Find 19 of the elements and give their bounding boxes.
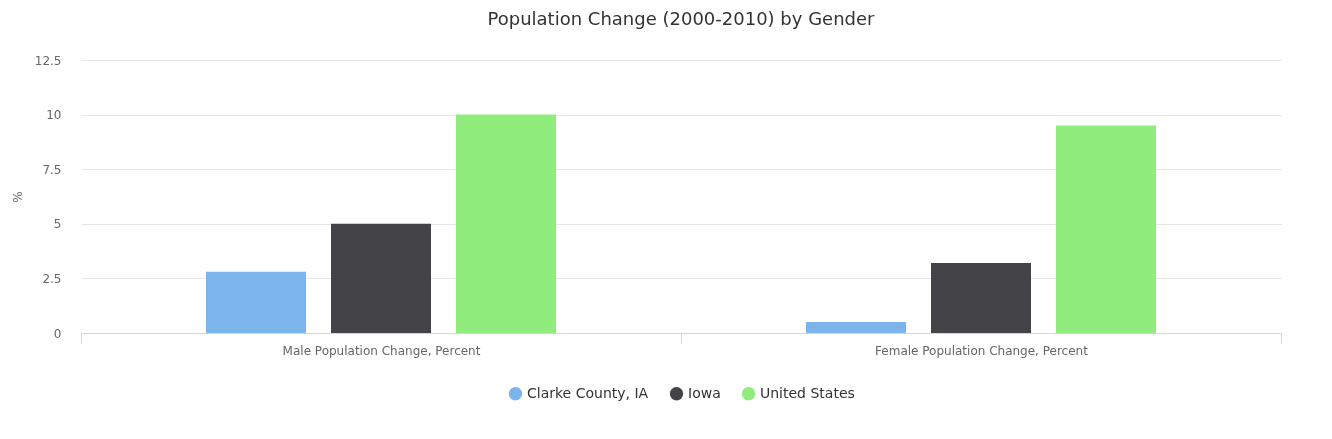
bar: [931, 263, 1031, 333]
y-tick-label: 2.5: [42, 271, 62, 286]
bar: [1056, 125, 1156, 333]
y-tick-label: 0: [53, 326, 62, 341]
chart-title: Population Change (2000-2010) by Gender: [487, 8, 876, 29]
legend-label: Clarke County, IA: [527, 384, 649, 401]
x-tick-label: Female Population Change, Percent: [875, 343, 1089, 358]
x-tick-label: Male Population Change, Percent: [282, 343, 481, 358]
bar: [331, 223, 431, 333]
y-tick-label: 12.5: [34, 53, 62, 68]
y-tick-label: 7.5: [42, 162, 62, 177]
legend-label: Iowa: [688, 384, 721, 401]
bar: [806, 322, 906, 333]
y-tick-label: 10: [46, 108, 62, 123]
y-axis-title: %: [10, 191, 25, 203]
legend-label: United States: [760, 384, 855, 401]
y-tick-label: 5: [53, 217, 62, 232]
bar: [456, 114, 556, 333]
bar: [206, 271, 306, 333]
